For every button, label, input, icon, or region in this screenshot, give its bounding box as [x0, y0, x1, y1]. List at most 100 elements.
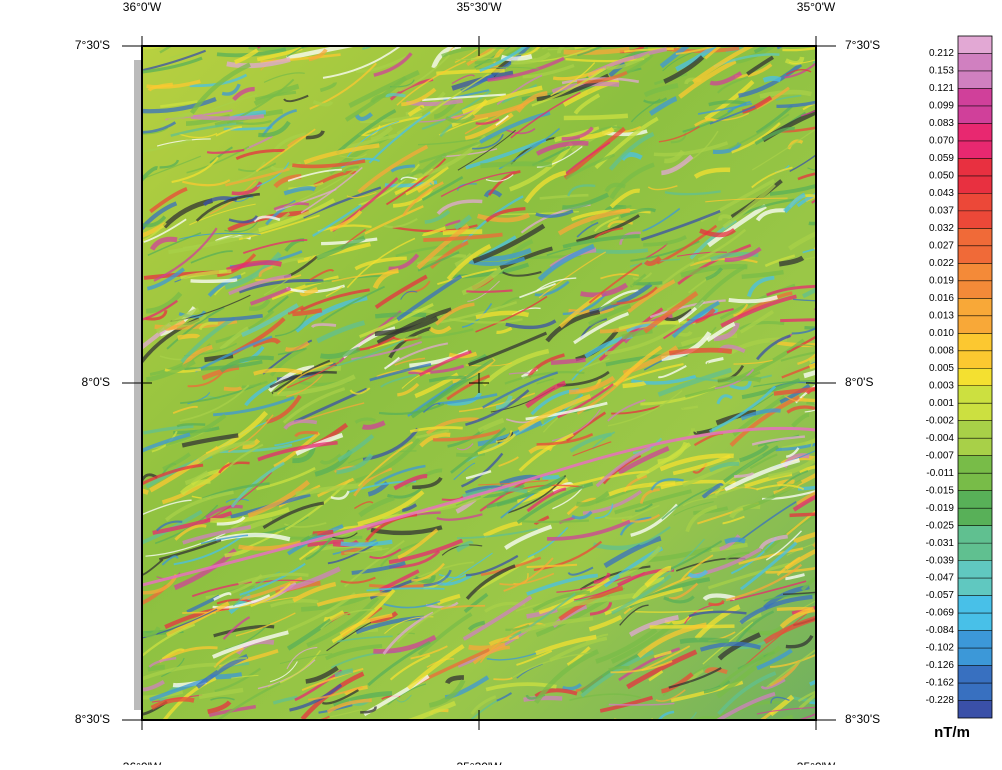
- texture-stroke: [396, 603, 452, 643]
- texture-stroke: [557, 208, 631, 236]
- texture-stroke: [668, 666, 722, 689]
- texture-stroke: [401, 87, 437, 107]
- right-label: 7°30'S: [845, 38, 880, 52]
- texture-stroke: [477, 433, 517, 455]
- texture-stroke: [373, 634, 437, 654]
- texture-stroke: [788, 59, 816, 64]
- texture-stroke: [319, 82, 337, 93]
- texture-stroke: [418, 133, 501, 164]
- texture-stroke: [762, 75, 782, 83]
- texture-stroke: [688, 711, 698, 720]
- texture-stroke: [717, 671, 777, 716]
- texture-stroke: [505, 484, 584, 495]
- texture-stroke: [325, 285, 343, 297]
- texture-stroke: [641, 645, 691, 671]
- texture-stroke: [353, 467, 393, 497]
- texture-stroke: [269, 661, 298, 683]
- texture-stroke: [705, 197, 788, 203]
- texture-stroke: [258, 198, 336, 233]
- texture-stroke: [653, 141, 729, 157]
- texture-stroke: [312, 529, 334, 536]
- texture-stroke: [472, 133, 504, 150]
- texture-stroke: [466, 289, 513, 293]
- texture-stroke: [485, 206, 526, 223]
- texture-stroke: [576, 221, 599, 238]
- texture-stroke: [292, 159, 366, 169]
- texture-stroke: [293, 387, 368, 424]
- texture-stroke: [738, 444, 769, 463]
- texture-stroke: [336, 453, 374, 475]
- texture-stroke: [250, 583, 291, 608]
- colorbar-swatch: [958, 280, 992, 299]
- texture-stroke: [637, 622, 708, 659]
- texture-stroke: [487, 170, 521, 196]
- texture-stroke: [561, 77, 640, 85]
- texture-stroke: [266, 394, 302, 424]
- texture-stroke: [152, 510, 233, 535]
- texture-stroke: [677, 243, 752, 285]
- texture-stroke: [241, 380, 268, 389]
- colorbar-swatch: [958, 350, 992, 369]
- texture-stroke: [633, 281, 663, 286]
- texture-stroke: [526, 487, 567, 513]
- texture-stroke: [228, 414, 274, 453]
- texture-stroke: [734, 471, 755, 478]
- texture-stroke: [640, 209, 721, 242]
- texture-stroke: [253, 368, 303, 376]
- texture-stroke: [337, 434, 375, 462]
- texture-stroke: [465, 389, 530, 427]
- texture-stroke: [437, 393, 498, 405]
- texture-stroke: [305, 665, 339, 684]
- texture-stroke: [797, 172, 816, 181]
- texture-stroke: [153, 227, 218, 282]
- texture-stroke: [812, 541, 816, 549]
- texture-stroke: [142, 679, 165, 692]
- texture-stroke: [595, 446, 652, 488]
- texture-stroke: [648, 670, 664, 682]
- texture-stroke: [441, 46, 509, 58]
- texture-stroke: [804, 256, 816, 261]
- texture-stroke: [769, 694, 795, 717]
- texture-stroke: [332, 532, 358, 540]
- colorbar-label: 0.032: [929, 223, 954, 234]
- texture-stroke: [719, 534, 741, 551]
- texture-stroke: [754, 126, 795, 146]
- colorbar-label: 0.153: [929, 66, 954, 77]
- texture-stroke: [486, 475, 566, 509]
- texture-stroke: [619, 516, 652, 536]
- texture-stroke: [729, 395, 801, 447]
- texture-stroke: [228, 215, 259, 224]
- texture-stroke: [635, 609, 714, 613]
- right-label: 8°0'S: [845, 375, 873, 389]
- texture-stroke: [406, 328, 474, 339]
- texture-stroke: [751, 166, 793, 189]
- texture-stroke: [545, 309, 601, 343]
- texture-stroke: [362, 46, 374, 50]
- texture-stroke: [162, 676, 217, 720]
- texture-stroke: [526, 607, 558, 619]
- texture-stroke: [830, 646, 889, 686]
- texture-stroke: [404, 468, 443, 488]
- texture-stroke: [210, 696, 235, 701]
- texture-stroke: [444, 552, 493, 586]
- texture-stroke: [815, 600, 816, 601]
- texture-stroke: [363, 0, 422, 42]
- texture-stroke: [582, 490, 642, 515]
- colorbar-label: -0.084: [926, 625, 955, 636]
- texture-stroke: [213, 592, 232, 601]
- texture-stroke: [538, 577, 611, 615]
- texture-stroke: [536, 277, 577, 291]
- colorbar-label: -0.002: [926, 415, 955, 426]
- texture-stroke: [287, 168, 342, 182]
- texture-stroke: [562, 683, 582, 691]
- texture-stroke: [526, 563, 578, 568]
- texture-stroke: [376, 307, 452, 345]
- colorbar-swatch: [958, 123, 992, 141]
- texture-stroke: [284, 341, 310, 352]
- texture-stroke: [573, 571, 645, 601]
- texture-stroke: [773, 386, 816, 396]
- texture-stroke: [385, 158, 447, 206]
- texture-stroke: [369, 363, 432, 382]
- texture-stroke: [814, 193, 816, 196]
- texture-stroke: [479, 481, 526, 512]
